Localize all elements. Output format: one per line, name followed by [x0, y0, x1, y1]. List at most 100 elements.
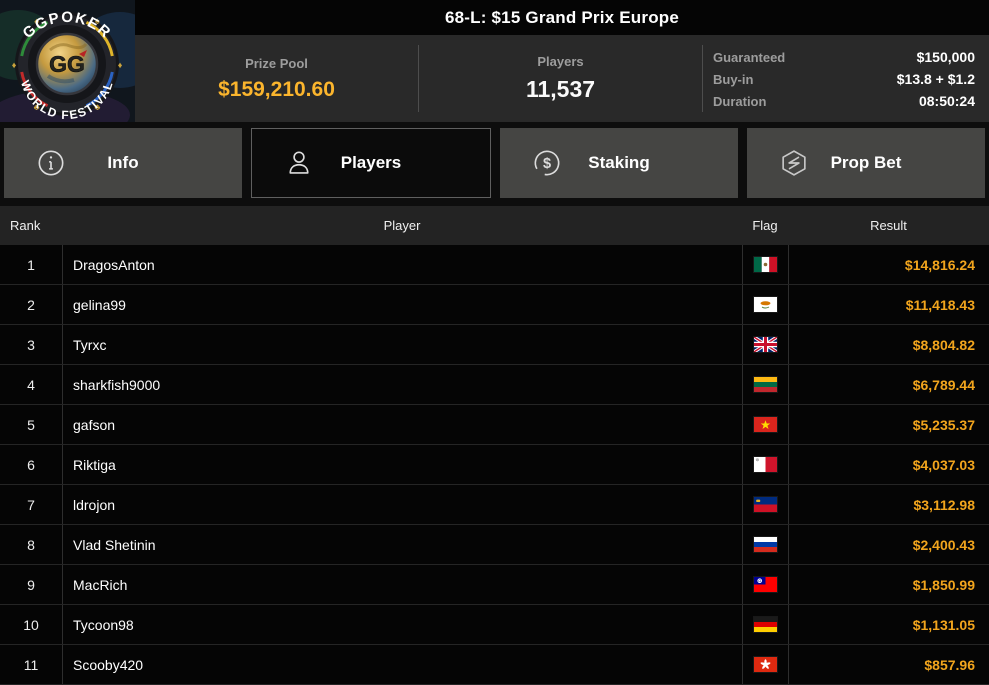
- tournament-header: ♠ ♠ ♦ ♦ ♣ ♣ GG GGPOKER WORLD FESTIVAL 68-L:…: [0, 0, 989, 122]
- player-name-cell: Tycoon98: [62, 605, 742, 644]
- logo-badge-graphic: ♠ ♠ ♦ ♦ ♣ ♣ GG GGPOKER WORLD FESTIVAL: [0, 0, 135, 122]
- prize-pool-value: $159,210.60: [218, 77, 335, 101]
- country-flag-icon: [754, 417, 777, 432]
- rank-cell: 11: [23, 656, 39, 673]
- staking-icon: $: [533, 149, 561, 177]
- table-row[interactable]: 2 gelina99 $11,418.43: [0, 285, 989, 325]
- table-row[interactable]: 9 MacRich $1,850.99: [0, 565, 989, 605]
- country-flag-icon: [754, 617, 777, 632]
- country-flag-icon: [754, 297, 777, 312]
- duration-value: 08:50:24: [918, 92, 975, 109]
- stats-bar: Prize Pool $159,210.60 Players 11,537 Gu…: [135, 35, 989, 122]
- buyin-label: Buy-in: [713, 71, 754, 87]
- table-row[interactable]: 7 ldrojon $3,112.98: [0, 485, 989, 525]
- tab-info[interactable]: Info: [4, 128, 242, 198]
- buyin-row: Buy-in $13.8 + $1.2: [713, 71, 975, 87]
- svg-text:♣: ♣: [94, 102, 100, 112]
- tab-label: Staking: [588, 153, 650, 172]
- result-column-header: Result: [870, 218, 907, 233]
- country-flag-icon: [754, 457, 777, 472]
- result-cell: $14,816.24: [788, 245, 989, 284]
- country-flag-icon: [754, 377, 777, 392]
- tab-label: Info: [107, 153, 139, 172]
- flag-cell: [742, 365, 788, 404]
- tab-staking[interactable]: $ Staking: [500, 128, 738, 198]
- player-name-cell: Scooby420: [62, 645, 742, 684]
- gg-logo-text: GG: [49, 51, 85, 77]
- tournament-details: Guaranteed $150,000 Buy-in $13.8 + $1.2 …: [703, 35, 989, 122]
- flag-cell: [742, 565, 788, 604]
- duration-row: Duration 08:50:24: [713, 93, 975, 109]
- svg-text:♣: ♣: [34, 102, 40, 112]
- flag-cell: [742, 405, 788, 444]
- buyin-value: $13.8 + $1.2: [896, 70, 975, 87]
- result-cell: $2,400.43: [788, 525, 989, 564]
- table-body: 1 DragosAnton $14,816.24 2 gelina99 $11,418.4…: [0, 245, 989, 685]
- svg-text:$: $: [543, 156, 551, 172]
- rank-cell: 3: [27, 336, 35, 353]
- country-flag-icon: [754, 537, 777, 552]
- player-name-cell: gelina99: [62, 285, 742, 324]
- players-stat: Players 11,537: [419, 35, 702, 122]
- table-row[interactable]: 8 Vlad Shetinin $2,400.43: [0, 525, 989, 565]
- result-cell: $8,804.82: [788, 325, 989, 364]
- duration-label: Duration: [713, 93, 767, 109]
- result-cell: $5,235.37: [788, 405, 989, 444]
- flag-cell: [742, 605, 788, 644]
- flag-cell: [742, 285, 788, 324]
- table-row[interactable]: 1 DragosAnton $14,816.24: [0, 245, 989, 285]
- card-suit-icons: ♠ ♠ ♦ ♦ ♣ ♣: [12, 16, 123, 112]
- guaranteed-row: Guaranteed $150,000: [713, 49, 975, 65]
- tab-label: Prop Bet: [830, 153, 902, 172]
- player-name-cell: ldrojon: [62, 485, 742, 524]
- result-cell: $1,850.99: [788, 565, 989, 604]
- country-flag-icon: [754, 257, 777, 272]
- rank-cell: 10: [23, 616, 39, 633]
- tab-bar: Info Players $ Staking Prop Bet: [0, 122, 989, 198]
- result-cell: $857.96: [788, 645, 989, 684]
- result-cell: $3,112.98: [788, 485, 989, 524]
- flag-cell: [742, 445, 788, 484]
- svg-text:♠: ♠: [34, 16, 39, 26]
- table-row[interactable]: 11 Scooby420 $857.96: [0, 645, 989, 685]
- table-row[interactable]: 5 gafson $5,235.37: [0, 405, 989, 445]
- table-row[interactable]: 10 Tycoon98 $1,131.05: [0, 605, 989, 645]
- flag-cell: [742, 485, 788, 524]
- player-name-cell: Vlad Shetinin: [62, 525, 742, 564]
- flag-cell: [742, 525, 788, 564]
- flag-cell: [742, 645, 788, 684]
- table-row[interactable]: 3 Tyrxc $8,804.82: [0, 325, 989, 365]
- svg-text:♠: ♠: [95, 16, 100, 26]
- tab-prop-bet[interactable]: Prop Bet: [747, 128, 985, 198]
- player-name-cell: Tyrxc: [62, 325, 742, 364]
- rank-cell: 8: [27, 536, 35, 553]
- svg-text:♦: ♦: [12, 60, 17, 70]
- rank-cell: 7: [27, 496, 35, 513]
- player-name-cell: sharkfish9000: [62, 365, 742, 404]
- ggpoker-world-festival-logo: ♠ ♠ ♦ ♦ ♣ ♣ GG GGPOKER WORLD FESTIVAL: [0, 0, 135, 122]
- country-flag-icon: [754, 577, 777, 592]
- prize-pool-label: Prize Pool: [245, 55, 308, 71]
- tab-players[interactable]: Players: [251, 128, 491, 198]
- players-value: 11,537: [525, 76, 596, 102]
- stats-divider: [418, 45, 419, 112]
- tab-label: Players: [340, 153, 402, 172]
- result-cell: $4,037.03: [788, 445, 989, 484]
- guaranteed-value: $150,000: [916, 48, 975, 65]
- result-cell: $6,789.44: [788, 365, 989, 404]
- rank-column-header: Rank: [10, 218, 41, 233]
- table-row[interactable]: 4 sharkfish9000 $6,789.44: [0, 365, 989, 405]
- players-icon: [285, 149, 313, 177]
- stats-divider: [702, 45, 703, 112]
- table-row[interactable]: 6 Riktiga $4,037.03: [0, 445, 989, 485]
- prop-bet-icon: [780, 149, 808, 177]
- player-column-header: Player: [383, 218, 421, 233]
- player-name-cell: gafson: [62, 405, 742, 444]
- info-icon: [37, 149, 65, 177]
- country-flag-icon: [754, 497, 777, 512]
- rank-cell: 9: [27, 576, 35, 593]
- players-label: Players: [537, 54, 584, 69]
- flag-cell: [742, 325, 788, 364]
- svg-text:♦: ♦: [118, 60, 123, 70]
- result-cell: $1,131.05: [788, 605, 989, 644]
